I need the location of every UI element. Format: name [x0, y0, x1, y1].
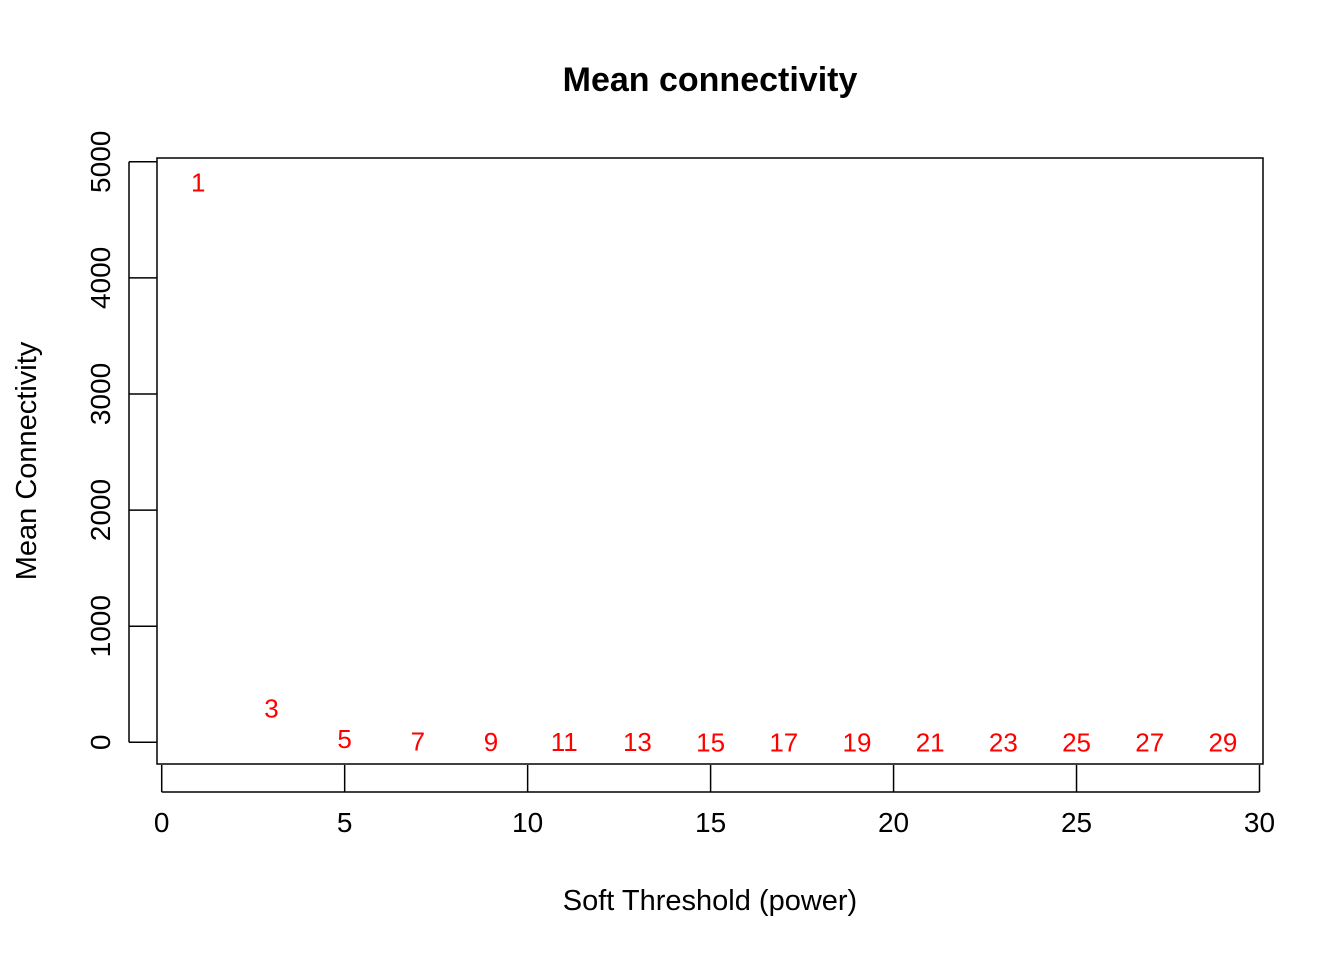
y-tick-label: 4000 — [85, 247, 116, 309]
data-point-label: 13 — [623, 727, 652, 757]
data-point-label: 7 — [411, 727, 425, 757]
data-point-label: 9 — [484, 727, 498, 757]
x-axis-title: Soft Threshold (power) — [563, 885, 857, 917]
x-axis: 0 5 10 15 20 25 30 — [154, 765, 1275, 838]
x-tick-label: 30 — [1244, 807, 1275, 838]
y-axis-title: Mean Connectivity — [11, 341, 43, 580]
y-axis: 0 1000 2000 3000 4000 5000 — [85, 131, 157, 750]
data-point-label: 21 — [916, 727, 945, 757]
x-tick-label: 10 — [512, 807, 543, 838]
data-point-label: 29 — [1208, 727, 1237, 757]
x-tick-label: 5 — [337, 807, 353, 838]
data-point-label: 25 — [1062, 727, 1091, 757]
data-point-label: 3 — [264, 694, 278, 724]
data-points: 135 7 9 11 13 15 17 19 21 23 25 27 29 — [191, 168, 1237, 758]
y-tick-label: 0 — [85, 735, 116, 751]
x-tick-label: 20 — [878, 807, 909, 838]
data-point-label: 19 — [843, 727, 872, 757]
data-point-label: 5 — [337, 724, 351, 754]
data-point-label: 23 — [989, 727, 1018, 757]
data-point-label: 11 — [551, 727, 578, 757]
x-tick-label: 25 — [1061, 807, 1092, 838]
data-point-label: 15 — [696, 727, 725, 757]
x-tick-label: 0 — [154, 807, 170, 838]
data-point-label: 27 — [1135, 727, 1164, 757]
plot-frame — [156, 157, 1264, 765]
y-tick-label: 2000 — [85, 479, 116, 541]
y-tick-label: 3000 — [85, 363, 116, 425]
y-tick-label: 5000 — [85, 131, 116, 193]
data-point-label: 17 — [769, 727, 798, 757]
y-tick-label: 1000 — [85, 595, 116, 657]
chart-title: Mean connectivity — [563, 61, 858, 99]
data-point-label: 1 — [191, 168, 205, 198]
x-tick-label: 15 — [695, 807, 726, 838]
